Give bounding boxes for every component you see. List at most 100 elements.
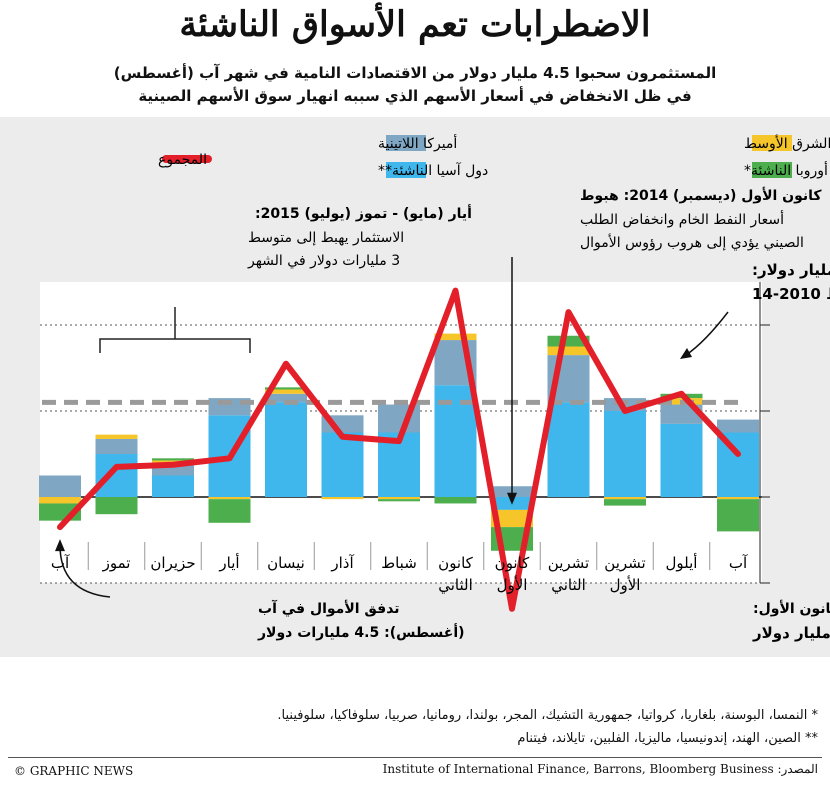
- annotation-december-flow: تدفق الأموال في كانون الأول: 17 مليار دو…: [752, 600, 830, 642]
- source: المصدر: Institute of International Finan…: [382, 762, 818, 776]
- x-tick-label: آب: [729, 554, 748, 572]
- subtitle-line-2: في ظل الانخفاض في أسعار الأسهم الذي سببه…: [138, 87, 692, 105]
- bar-segment: [434, 497, 477, 504]
- annotation-average: 22 مليار دولار: متوسط 2010-14: [752, 261, 830, 303]
- legend-label-africa: أفريقيا والشرق الأوسط: [744, 134, 830, 152]
- x-tick-label: تشرين: [604, 554, 645, 572]
- annotation-december-flow-line1: تدفق الأموال في كانون الأول:: [753, 600, 830, 617]
- bar-segment: [434, 333, 477, 341]
- bar-segment: [39, 497, 81, 504]
- total-point: [398, 440, 400, 443]
- x-tick-label: أيلول: [666, 553, 698, 572]
- bar-segment: [265, 387, 307, 390]
- x-tick-label: الأول: [497, 575, 528, 594]
- august-arrowhead: [55, 539, 65, 552]
- total-point: [115, 465, 118, 468]
- bar-segment: [378, 497, 420, 500]
- x-tick-label: أيار: [218, 553, 239, 572]
- total-point: [680, 392, 683, 395]
- bar-segment: [604, 497, 646, 500]
- total-point: [228, 457, 231, 460]
- bar-segment: [321, 497, 364, 500]
- bar-segment: [547, 402, 590, 497]
- august-pointer: [59, 545, 111, 598]
- legend-label-total: المجموع: [158, 152, 207, 168]
- annotation-pointers: [55, 257, 729, 598]
- annotation-december: كانون الأول (ديسمبر) 2014: هبوط أسعار ال…: [580, 187, 822, 251]
- annotation-august-flow-line1: تدفق الأموال في آب: [258, 599, 400, 617]
- x-tick-label: الأول: [610, 575, 641, 594]
- total-point: [624, 410, 626, 412]
- bar-segment: [265, 393, 307, 403]
- total-point: [567, 311, 570, 314]
- annotation-december-line2: الصيني يؤدي إلى هروب رؤوس الأموال: [580, 233, 804, 251]
- bar-segment: [152, 458, 194, 461]
- bar-segment: [95, 434, 138, 439]
- bar-segment: [547, 346, 590, 356]
- x-tick-label: آذار: [330, 554, 354, 572]
- bar-segment: [717, 497, 759, 500]
- x-tick-label: الثاني: [551, 576, 586, 595]
- legend-swatch-africa: [752, 135, 792, 151]
- x-tick-label: حزيران: [150, 554, 195, 572]
- bar-segment: [660, 404, 703, 424]
- subtitle-line-1: المستثمرون سحبوا 4.5 مليار دولار من الاق…: [113, 64, 717, 82]
- bar-segment: [547, 335, 590, 347]
- bar-segment: [717, 419, 759, 433]
- annotation-may-jul: أيار (مايو) - تموز (يوليو) 2015: الاستثم…: [99, 204, 472, 353]
- footer-divider: [8, 757, 822, 758]
- x-tick-label: تموز: [102, 554, 131, 572]
- bar-segment: [39, 475, 81, 497]
- x-tick-label: آب: [51, 554, 70, 572]
- bar-segment: [321, 432, 364, 497]
- legend-swatch-asia: [386, 162, 426, 178]
- annotation-may-jul-line1: الاستثمار يهبط إلى متوسط: [248, 230, 404, 246]
- total-point: [341, 435, 344, 438]
- total-point: [737, 453, 739, 455]
- december-arrowhead: [507, 492, 517, 505]
- x-axis-labels: آب أيلول تشرين الأول تشرين الثاني كانون الأول كا…: [51, 542, 748, 595]
- bar-segment: [378, 499, 420, 502]
- annotation-december-flow-line2: 17 مليار دولار: [752, 624, 830, 642]
- total-point: [59, 526, 61, 529]
- total-point: [285, 362, 287, 365]
- bar-segment: [604, 499, 646, 506]
- legend-swatch-europe: [752, 162, 792, 178]
- footnote-asia: ** الصين، الهند، إندونيسيا، ماليزيا، الف…: [517, 731, 818, 746]
- x-tick-label: كانون: [438, 554, 474, 572]
- x-tick-label: تشرين: [548, 554, 589, 572]
- bar-segment: [265, 402, 307, 497]
- average-arrowhead: [680, 348, 692, 359]
- legend: أفريقيا والشرق الأوسط دول أوروبا الناشئة…: [158, 134, 830, 179]
- bar-segment: [604, 411, 646, 497]
- annotation-average-line2: متوسط 2010-14: [752, 285, 830, 303]
- bar-segment: [95, 454, 138, 497]
- annotation-august-flow-line2: (أغسطس): 4.5 مليارات دولار: [257, 623, 465, 641]
- bar-segment: [491, 509, 533, 528]
- bar-segment: [95, 497, 138, 515]
- bar-segment: [208, 499, 251, 523]
- footnote-europe: * النمسا، البوسنة، بلغاريا، كرواتيا، جمه…: [277, 708, 818, 723]
- total-series: [57, 287, 741, 612]
- x-tick-label: شباط: [381, 554, 417, 572]
- bar-segment: [95, 438, 138, 454]
- annotation-december-line1: أسعار النفط الخام وانخفاض الطلب: [580, 210, 784, 228]
- bar-segment: [660, 423, 703, 497]
- chart-subtitle: المستثمرون سحبوا 4.5 مليار دولار من الاق…: [15, 62, 815, 108]
- legend-label-asia: دول آسيا الناشئة**: [378, 162, 488, 179]
- chart-svg: أفريقيا والشرق الأوسط دول أوروبا الناشئة…: [39, 134, 830, 642]
- total-point: [172, 463, 174, 466]
- chart-title: الاضطرابات تعم الأسواق الناشئة: [179, 4, 651, 45]
- annotation-may-jul-bracket: [99, 307, 251, 353]
- bar-segment: [208, 497, 251, 500]
- legend-swatch-latam: [386, 135, 426, 151]
- x-tick-label: كانون: [495, 554, 531, 572]
- bar-segment: [152, 460, 194, 463]
- plot-field-negative: [40, 497, 762, 583]
- credit: © GRAPHIC NEWS: [14, 764, 134, 778]
- annotation-may-jul-line2: 3 مليارات دولار في الشهر: [247, 253, 400, 269]
- annotation-december-title: كانون الأول (ديسمبر) 2014: هبوط: [580, 187, 822, 204]
- total-point: [511, 607, 513, 610]
- x-tick-label: نيسان: [267, 554, 305, 572]
- annotation-average-line1: 22 مليار دولار:: [752, 261, 830, 279]
